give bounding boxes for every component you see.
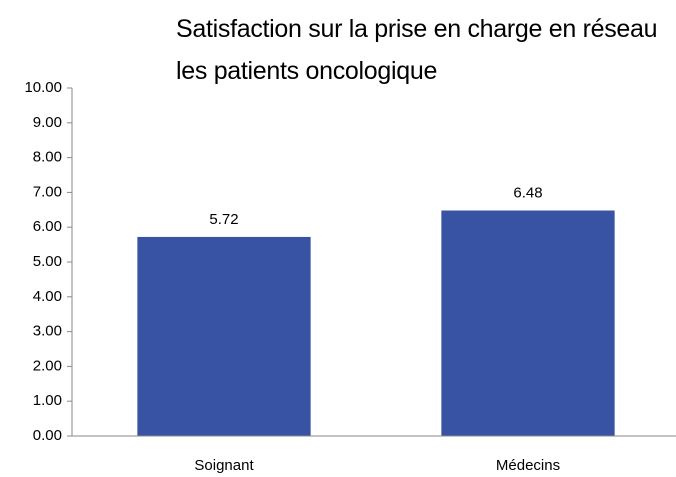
y-tick-label: 6.00 <box>33 218 62 235</box>
y-tick-label: 1.00 <box>33 392 62 409</box>
y-tick-label: 2.00 <box>33 357 62 374</box>
y-tick-label: 4.00 <box>33 288 62 305</box>
y-tick-label: 3.00 <box>33 323 62 340</box>
y-tick-label: 10.00 <box>24 79 62 96</box>
bar <box>441 210 615 436</box>
y-tick-label: 7.00 <box>33 183 62 200</box>
chart-title: Satisfaction sur la prise en charge en r… <box>176 15 658 85</box>
bar <box>137 236 311 436</box>
y-tick-label: 9.00 <box>33 114 62 131</box>
y-tick-label: 5.00 <box>33 253 62 270</box>
y-tick-label: 0.00 <box>33 427 62 444</box>
data-label: 6.48 <box>513 184 542 201</box>
y-tick-label: 8.00 <box>33 149 62 166</box>
data-label: 5.72 <box>209 211 238 228</box>
x-tick-label: Soignant <box>194 457 254 474</box>
x-tick-label: Médecins <box>496 457 560 474</box>
